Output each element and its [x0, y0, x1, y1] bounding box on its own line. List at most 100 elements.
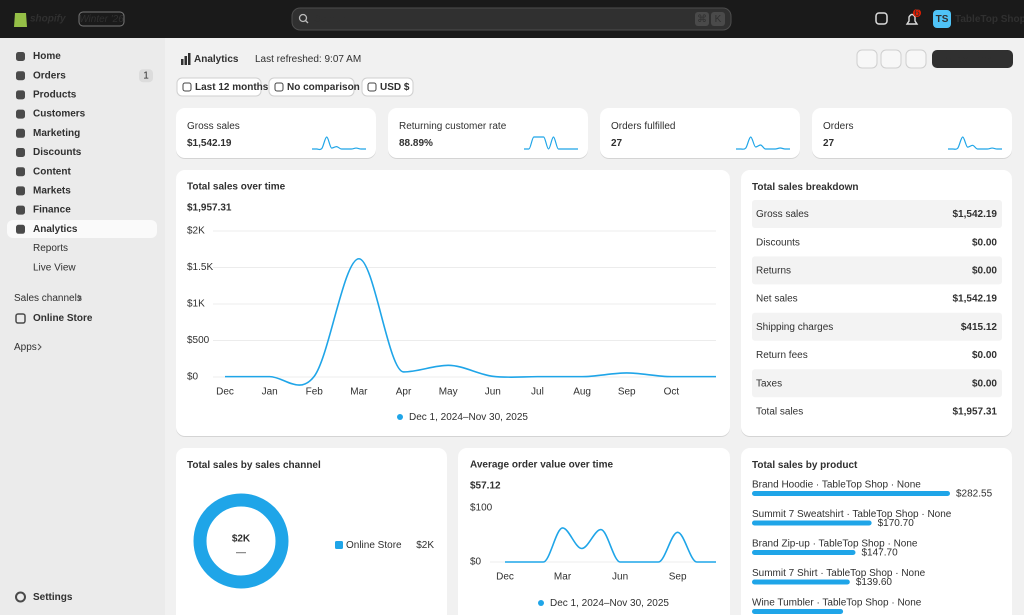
edition: Winter '26 [79, 14, 124, 25]
filter-icon [182, 82, 192, 92]
filter-label[interactable]: No comparison [287, 82, 360, 93]
row-label[interactable]: Total sales [756, 407, 803, 418]
nav-item[interactable]: Settings [33, 592, 73, 603]
analytics-icon [188, 53, 191, 65]
avatar-initials: TS [936, 14, 949, 25]
store-name: TableTop Shop [955, 14, 1024, 25]
row-label[interactable]: Net sales [756, 294, 798, 305]
primary-button[interactable] [932, 50, 1013, 68]
nav-subitem[interactable]: Reports [33, 243, 68, 254]
sparkline [735, 136, 790, 150]
card [600, 108, 800, 158]
line-series [505, 527, 716, 563]
avatar[interactable] [933, 10, 951, 28]
legend-value: $2K [416, 540, 434, 551]
nav-item[interactable]: Finance [33, 205, 71, 216]
sparkline [523, 136, 578, 150]
x-tick-label: Jan [262, 387, 278, 398]
kpi-value: 88.89% [399, 138, 433, 149]
y-tick-label: $100 [470, 503, 493, 514]
row-label[interactable]: Return fees [756, 350, 808, 361]
nav-icon [16, 128, 25, 138]
analytics-icon [181, 59, 184, 65]
card [176, 108, 376, 158]
x-tick-label: Jun [485, 387, 501, 398]
filter-chip[interactable] [361, 77, 414, 97]
legend-label: Online Store [346, 540, 402, 551]
row-label[interactable]: Shipping charges [756, 322, 833, 333]
row-value: $0.00 [972, 237, 997, 248]
x-tick-label: Mar [554, 572, 572, 583]
x-tick-label: Apr [396, 387, 412, 398]
row-value: $0.00 [972, 378, 997, 389]
filter-chip[interactable] [268, 77, 355, 97]
row-value: $415.12 [961, 322, 998, 333]
icon-button[interactable] [856, 49, 878, 69]
nav-item[interactable]: Content [33, 166, 71, 177]
sparkline [311, 136, 366, 151]
search-icon [298, 13, 308, 23]
icon-button[interactable] [880, 49, 902, 69]
nav-item[interactable]: Markets [33, 186, 71, 197]
row-label[interactable]: Taxes [756, 378, 782, 389]
page-title: Analytics [194, 54, 239, 65]
donut-segment [193, 493, 289, 589]
product-label: Summit 7 Sweatshirt · TableTop Shop · No… [752, 509, 952, 520]
primary-button-label[interactable]: New exploration [934, 54, 1011, 65]
nav-item[interactable]: Discounts [33, 147, 82, 158]
x-tick-label: Oct [664, 387, 680, 398]
sparkline [947, 136, 1002, 150]
card [388, 108, 588, 158]
section-heading[interactable]: Sales channels [14, 293, 82, 304]
chevron [37, 343, 42, 351]
active-item [7, 220, 157, 238]
edition-badge [78, 11, 125, 27]
filter-icon [274, 82, 284, 92]
section-heading[interactable]: Apps [14, 342, 37, 353]
nav-item[interactable]: Analytics [33, 224, 78, 235]
product-label: Brand Zip-up · TableTop Shop · None [752, 539, 918, 550]
nav-item[interactable]: Online Store [33, 313, 93, 324]
nav-item[interactable]: Orders [33, 70, 66, 81]
row-value: $1,957.31 [953, 407, 998, 418]
card [458, 448, 730, 615]
filter-label[interactable]: Last 12 months [195, 82, 269, 93]
notification-badge [913, 9, 921, 17]
inbox-icon[interactable] [875, 12, 888, 25]
nav-icon [16, 71, 25, 81]
y-tick-label: $1K [187, 299, 205, 310]
nav-subitem[interactable]: Live View [33, 262, 76, 273]
bar [752, 550, 856, 555]
row-label[interactable]: Discounts [756, 237, 800, 248]
nav-icon [16, 224, 25, 234]
filter-label[interactable]: USD $ [380, 82, 410, 93]
bar [752, 520, 872, 526]
nav-icon [16, 90, 25, 100]
row-label[interactable]: Gross sales [756, 209, 809, 220]
nav-item[interactable]: Products [33, 90, 77, 101]
nav-item[interactable]: Marketing [33, 128, 80, 139]
x-tick-label: Mar [350, 387, 368, 398]
kpi-value: 27 [823, 138, 835, 149]
bell-icon[interactable] [905, 13, 919, 25]
legend-swatch [335, 541, 343, 549]
y-tick-label: $2K [187, 226, 205, 237]
row-label[interactable]: Returns [756, 266, 791, 277]
donut-center-label: $2K [232, 534, 251, 545]
nav-item[interactable]: Customers [33, 109, 86, 120]
nav-icon [15, 313, 26, 324]
bar-value-label: $147.70 [862, 548, 899, 559]
search-box[interactable] [291, 7, 732, 31]
card-title: Total sales by product [752, 460, 858, 471]
filter-chip[interactable] [176, 77, 262, 97]
legend-label: Dec 1, 2024–Nov 30, 2025 [550, 598, 669, 609]
last-refreshed: Last refreshed: 9:07 AM [255, 54, 361, 65]
logo-icon [14, 13, 27, 27]
x-tick-label: Dec [496, 572, 514, 583]
nav-badge [139, 69, 153, 83]
settings-icon [15, 591, 26, 603]
icon-button[interactable] [905, 49, 927, 69]
nav-item[interactable]: Home [33, 51, 61, 62]
nav-icon [16, 167, 25, 177]
row-band [752, 256, 1002, 285]
